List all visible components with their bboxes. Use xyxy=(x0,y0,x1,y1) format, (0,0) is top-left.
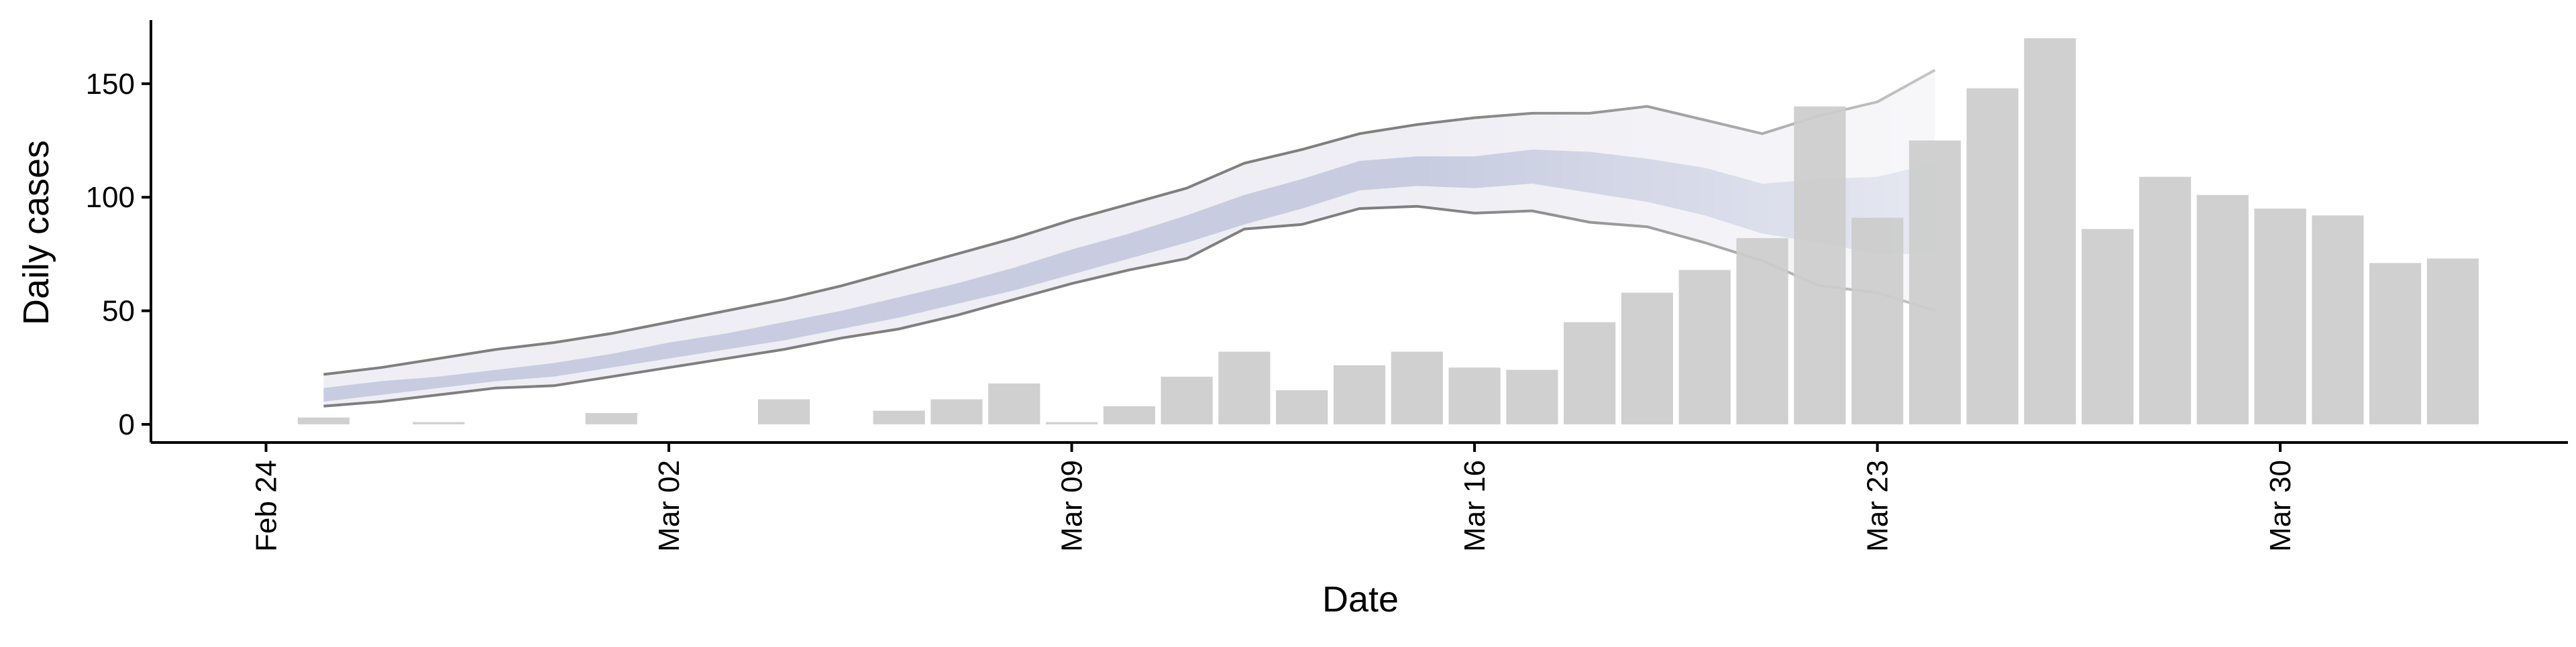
bar xyxy=(758,399,810,424)
x-tick-label: Mar 02 xyxy=(653,460,686,552)
x-tick-label: Mar 09 xyxy=(1056,460,1089,552)
bar xyxy=(1621,292,1673,424)
bar xyxy=(2139,176,2192,424)
bar xyxy=(2312,215,2364,424)
y-tick-label: 150 xyxy=(86,68,135,101)
ribbon-lower-line xyxy=(323,204,1936,408)
x-tick-label: Mar 16 xyxy=(1458,460,1491,552)
bar xyxy=(873,410,925,424)
bar xyxy=(1678,270,1731,424)
bar xyxy=(930,399,983,424)
bar xyxy=(1564,322,1616,424)
y-tick-label: 50 xyxy=(102,295,135,328)
x-tick-label: Feb 24 xyxy=(250,460,283,552)
bar xyxy=(1046,422,1098,424)
bar-layer xyxy=(297,38,2479,424)
bar xyxy=(1506,369,1558,424)
y-tick-label: 0 xyxy=(119,408,135,441)
bar xyxy=(2024,38,2076,424)
bar xyxy=(1909,140,1961,424)
bar xyxy=(1218,351,1271,424)
x-tick-label: Mar 23 xyxy=(1862,460,1894,552)
bar xyxy=(1448,367,1501,424)
ribbon-group xyxy=(323,68,1936,408)
nowcast-ribbon-layer xyxy=(323,68,1936,408)
bar xyxy=(2196,194,2249,424)
bar xyxy=(1161,376,1213,424)
bar xyxy=(1391,351,1443,424)
bar xyxy=(1851,217,1904,424)
ribbon-inner-band xyxy=(323,150,1935,402)
bar xyxy=(585,413,637,424)
bar xyxy=(1103,406,1155,424)
axis-layer: 0 50 100 150 Feb 24 Mar 02 Mar 09 Mar 16 Mar 23 M… xyxy=(86,20,2568,552)
y-axis-title: Daily cases xyxy=(16,140,56,325)
bar xyxy=(2082,229,2134,424)
bar xyxy=(2369,263,2422,424)
bar xyxy=(2254,209,2306,424)
ribbon-upper-line xyxy=(323,68,1936,376)
x-axis-title: Date xyxy=(1322,579,1399,620)
bar xyxy=(1736,238,1788,424)
bar xyxy=(413,422,465,424)
bar xyxy=(1966,88,2019,424)
bar xyxy=(1794,106,1846,424)
bar xyxy=(2426,258,2479,424)
bar xyxy=(1333,365,1386,424)
bar xyxy=(297,417,350,424)
x-tick-label: Mar 30 xyxy=(2264,460,2297,552)
y-tick-label: 100 xyxy=(86,181,135,214)
bar xyxy=(1276,390,1328,424)
bar xyxy=(988,383,1040,424)
